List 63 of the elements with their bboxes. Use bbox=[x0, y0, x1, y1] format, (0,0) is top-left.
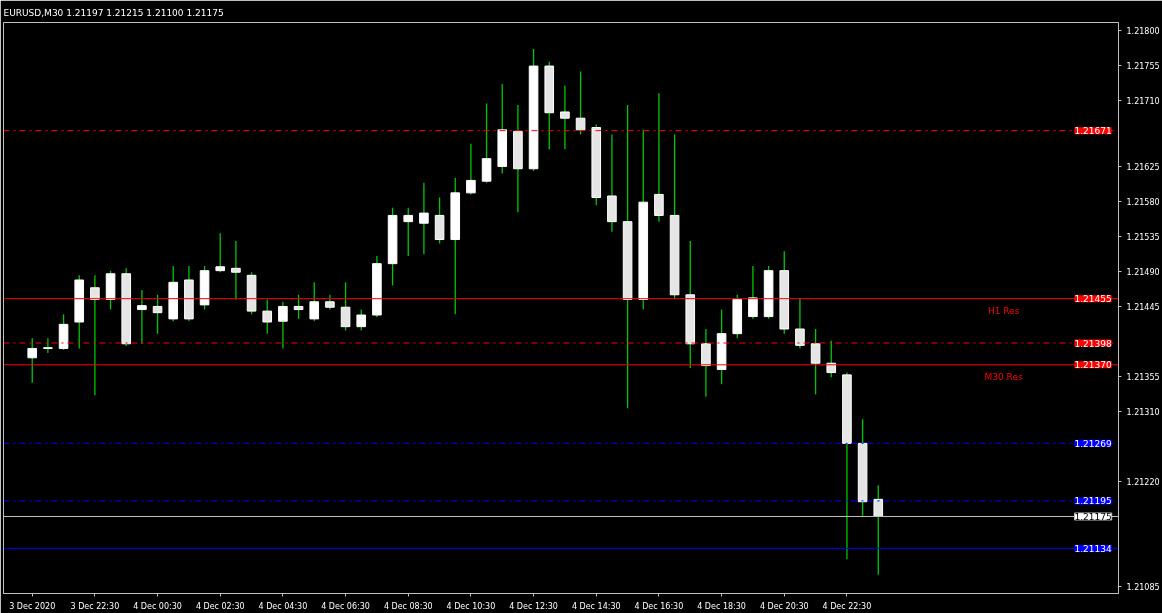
candlestick bbox=[810, 328, 821, 395]
ref-line-label: 1.21175 bbox=[1074, 511, 1112, 522]
x-tick-label: 4 Dec 12:30 bbox=[509, 601, 558, 611]
ref-line-label: 1.21455 bbox=[1074, 294, 1112, 305]
y-tick-label: 1.21625 bbox=[1126, 162, 1160, 172]
chart-title: EURUSD,M30 1.21197 1.21215 1.21100 1.21175 bbox=[3, 7, 224, 18]
x-tick-label: 4 Dec 16:30 bbox=[634, 601, 684, 611]
ref-line-label: 1.21195 bbox=[1074, 496, 1112, 507]
candlestick bbox=[152, 294, 163, 335]
x-tick-label: 4 Dec 22:30 bbox=[822, 601, 872, 611]
x-tick-label: 4 Dec 10:30 bbox=[446, 601, 496, 611]
candlestick bbox=[466, 143, 476, 196]
x-tick-label: 4 Dec 18:30 bbox=[697, 601, 746, 611]
y-tick-label: 1.21085 bbox=[1126, 583, 1160, 592]
y-tick-label: 1.21755 bbox=[1126, 61, 1160, 71]
candlestick bbox=[215, 232, 226, 273]
x-tick-label: 3 Dec 2020 bbox=[9, 601, 56, 611]
annotation: H1 Res bbox=[987, 305, 1020, 316]
candlestick bbox=[575, 70, 586, 136]
candlestick bbox=[293, 294, 304, 320]
candlestick bbox=[231, 240, 241, 301]
candlestick bbox=[90, 274, 100, 396]
x-tick-label: 4 Dec 06:30 bbox=[321, 601, 370, 611]
y-tick-label: 1.21445 bbox=[1126, 302, 1160, 312]
candlestick bbox=[340, 281, 351, 332]
x-tick-label: 4 Dec 02:30 bbox=[195, 601, 245, 611]
x-tick-label: 4 Dec 20:30 bbox=[759, 601, 809, 611]
candlestick bbox=[262, 298, 273, 335]
y-tick-label: 1.21800 bbox=[1126, 26, 1160, 36]
candlestick bbox=[309, 281, 320, 322]
y-tick-label: 1.21355 bbox=[1126, 372, 1160, 382]
candlestick bbox=[795, 297, 805, 350]
candlestick bbox=[356, 308, 367, 332]
candlestick bbox=[403, 207, 414, 257]
candlestick bbox=[137, 289, 147, 345]
candlestick bbox=[43, 337, 53, 354]
x-tick-label: 3 Dec 22:30 bbox=[70, 601, 120, 611]
candlestick bbox=[826, 340, 837, 378]
ref-line-label: 1.21671 bbox=[1074, 126, 1112, 137]
ref-line-label: 1.21269 bbox=[1074, 438, 1112, 449]
candlestick bbox=[748, 265, 758, 320]
candlestick bbox=[419, 182, 429, 255]
x-tick-label: 4 Dec 08:30 bbox=[383, 601, 433, 611]
candlestick bbox=[701, 328, 711, 398]
ref-line-label: 1.21134 bbox=[1074, 543, 1112, 554]
y-tick-label: 1.21310 bbox=[1126, 407, 1160, 417]
y-tick-label: 1.21535 bbox=[1126, 232, 1160, 242]
x-tick-label: 4 Dec 04:30 bbox=[258, 601, 308, 611]
candlestick bbox=[27, 337, 38, 384]
y-tick-label: 1.21490 bbox=[1126, 267, 1160, 277]
ref-line-label: 1.21370 bbox=[1074, 360, 1112, 371]
x-tick-label: 4 Dec 14:30 bbox=[571, 601, 621, 611]
x-tick-label: 4 Dec 00:30 bbox=[133, 601, 182, 611]
ref-line-label: 1.21398 bbox=[1074, 338, 1112, 349]
candlestick bbox=[654, 92, 664, 223]
candlestick bbox=[278, 301, 288, 350]
candlestick bbox=[873, 484, 884, 576]
annotation: M30 Res bbox=[984, 371, 1023, 382]
y-tick-label: 1.21710 bbox=[1126, 96, 1160, 106]
y-tick-label: 1.21580 bbox=[1126, 197, 1160, 207]
y-tick-label: 1.21220 bbox=[1126, 477, 1160, 487]
candlestick bbox=[481, 102, 492, 184]
candlestick bbox=[560, 84, 570, 150]
